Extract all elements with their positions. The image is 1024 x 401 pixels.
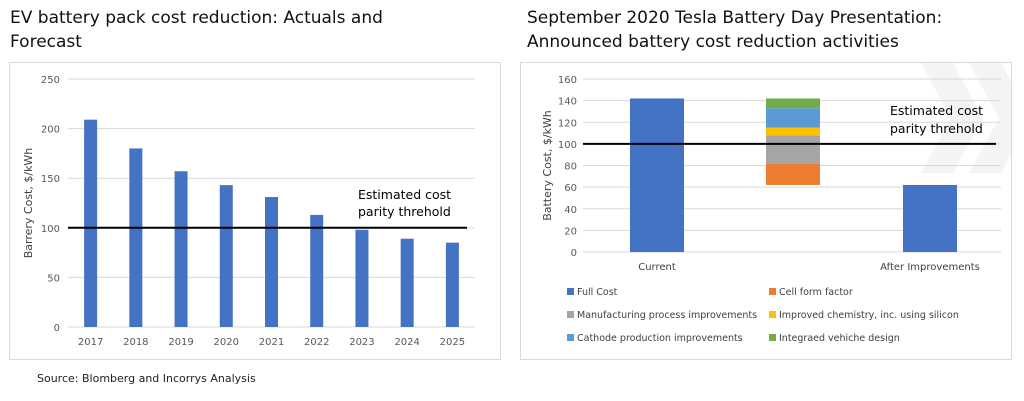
legend-swatch bbox=[769, 334, 776, 341]
legend-label: Cell form factor bbox=[779, 287, 853, 298]
x-tick-label: 2022 bbox=[304, 337, 329, 348]
legend-label: Cathode production improvements bbox=[577, 333, 743, 344]
left-chart-title: EV battery pack cost reduction: Actuals … bbox=[10, 8, 383, 52]
bar-2023 bbox=[355, 229, 369, 327]
y-tick-label: 60 bbox=[564, 183, 577, 194]
threshold-label-line2: parity threhold bbox=[890, 121, 983, 136]
x-tick-label: 2018 bbox=[123, 337, 148, 348]
legend-swatch bbox=[567, 311, 574, 318]
waterfall-step-0 bbox=[766, 163, 820, 185]
y-tick-label: 100 bbox=[41, 224, 60, 235]
x-tick-label: 2019 bbox=[168, 337, 193, 348]
bar-after-full-cost bbox=[903, 184, 957, 252]
waterfall-step-1 bbox=[766, 135, 820, 164]
legend-swatch bbox=[769, 288, 776, 295]
bar-2021 bbox=[265, 197, 278, 327]
y-tick-label: 0 bbox=[54, 323, 60, 334]
legend-swatch bbox=[567, 288, 574, 295]
legend-label: Full Cost bbox=[577, 287, 618, 298]
y-tick-label: 20 bbox=[564, 226, 577, 237]
x-tick-label: 2023 bbox=[349, 337, 374, 348]
left-chart-svg: 0 50 100 150 200 250 2017 2018 2019 2020 2021 2022 2… bbox=[22, 75, 475, 348]
x-tick-label: After Improvements bbox=[880, 262, 980, 273]
threshold-label-line1: Estimated cost bbox=[358, 187, 451, 202]
threshold-label-line1: Estimated cost bbox=[890, 103, 983, 118]
legend-label: Improved chemistry, inc. using silicon bbox=[779, 310, 959, 321]
bar-2025 bbox=[445, 242, 459, 327]
y-axis-title: Battery Cost, $/kWh bbox=[541, 110, 554, 221]
y-tick-label: 200 bbox=[41, 125, 60, 136]
y-tick-label: 120 bbox=[558, 118, 577, 129]
y-tick-label: 40 bbox=[564, 205, 577, 216]
bar-2017 bbox=[84, 119, 98, 327]
y-tick-label: 50 bbox=[47, 273, 60, 284]
bar-2018 bbox=[129, 148, 143, 327]
y-tick-label: 150 bbox=[41, 174, 60, 185]
waterfall-step-2 bbox=[766, 127, 820, 136]
bar-2020 bbox=[219, 185, 233, 327]
bar-2022 bbox=[310, 214, 324, 327]
source-note: Source: Blomberg and Incorrys Analysis bbox=[37, 372, 256, 385]
right-chart-title: September 2020 Tesla Battery Day Present… bbox=[527, 8, 943, 52]
legend-label: Integraed vehiche design bbox=[779, 333, 900, 344]
y-axis-title: Barrery Cost, $/kWh bbox=[22, 148, 35, 259]
y-tick-label: 0 bbox=[571, 248, 577, 259]
legend-label: Manufacturing process improvements bbox=[577, 310, 757, 321]
y-tick-label: 140 bbox=[558, 97, 577, 108]
legend-swatch bbox=[769, 311, 776, 318]
legend-swatch bbox=[567, 334, 574, 341]
y-tick-label: 80 bbox=[564, 162, 577, 173]
threshold-label-line2: parity threhold bbox=[358, 204, 451, 219]
y-tick-label: 250 bbox=[41, 75, 60, 86]
right-chart-panel: 0 20 40 60 80 100 120 140 160 Current After Improv… bbox=[520, 62, 1012, 360]
decorative-chevrons bbox=[891, 63, 1011, 173]
bar-2019 bbox=[174, 171, 188, 327]
x-tick-label: 2021 bbox=[259, 337, 284, 348]
x-tick-label: 2017 bbox=[78, 337, 103, 348]
left-chart-panel: 0 50 100 150 200 250 2017 2018 2019 2020 2021 2022 2… bbox=[9, 62, 501, 360]
x-tick-label: 2025 bbox=[440, 337, 465, 348]
bar-current-full-cost bbox=[630, 98, 684, 253]
y-tick-label: 100 bbox=[558, 140, 577, 151]
x-tick-label: 2020 bbox=[214, 337, 239, 348]
bar-2024 bbox=[400, 238, 414, 327]
waterfall-step-3 bbox=[766, 108, 820, 128]
x-tick-label: Current bbox=[638, 262, 676, 273]
waterfall-step-4 bbox=[766, 98, 820, 109]
y-tick-label: 160 bbox=[558, 75, 577, 86]
x-tick-label: 2024 bbox=[394, 337, 419, 348]
right-chart-svg: 0 20 40 60 80 100 120 140 160 Current After Improv… bbox=[541, 75, 1001, 344]
